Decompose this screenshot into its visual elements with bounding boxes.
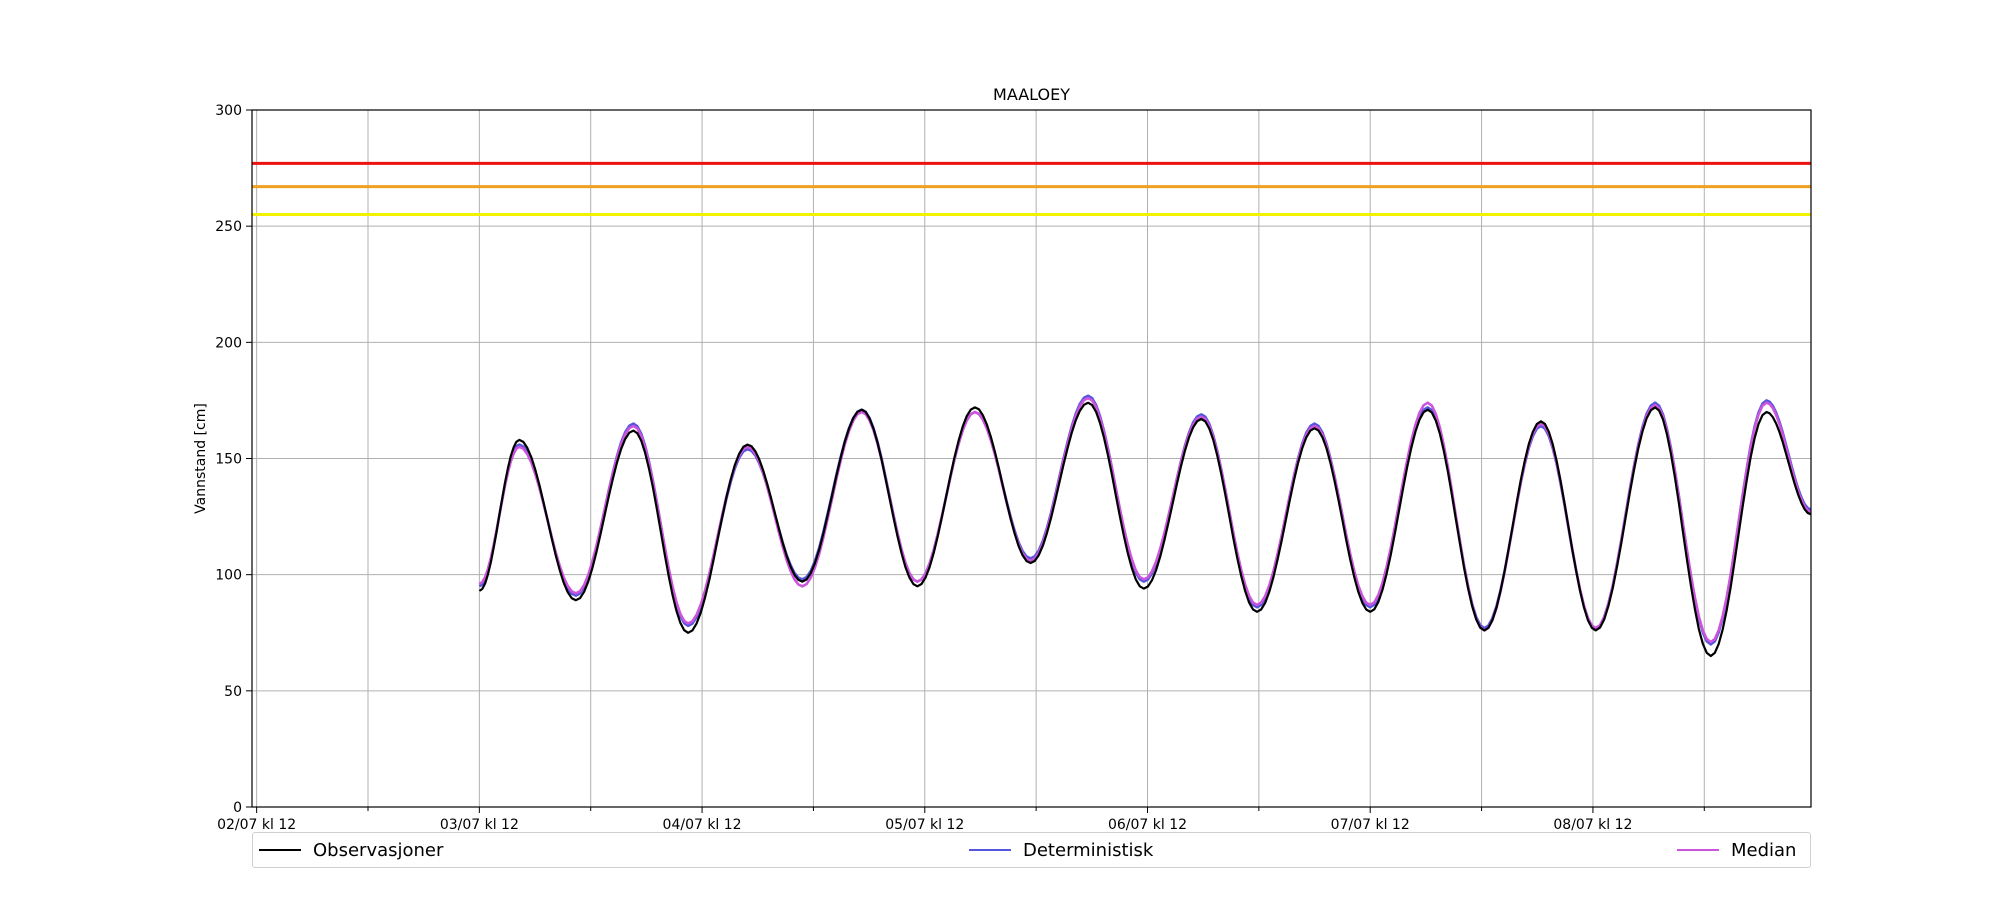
y-tick-label: 0 [233, 800, 242, 816]
grid-layer [252, 109, 1811, 808]
axis-layer: 0 50 100 150 200 250 300 02/07 kl 12 03/07 kl 12… [215, 103, 1705, 833]
x-tick-label: 07/07 kl 12 [1331, 817, 1410, 833]
y-tick-label: 50 [224, 684, 242, 700]
x-tick-label: 05/07 kl 12 [885, 817, 964, 833]
legend-swatch-median [1677, 849, 1719, 851]
y-tick-label: 100 [215, 568, 242, 584]
x-tick-label: 04/07 kl 12 [663, 817, 742, 833]
threshold-layer [252, 161, 1811, 217]
x-tick-label: 03/07 kl 12 [440, 817, 519, 833]
y-tick-label: 250 [215, 219, 242, 235]
legend-label-median: Median [1731, 839, 1797, 861]
legend-swatch-deterministisk [969, 849, 1011, 851]
legend-item-observasjoner: Observasjoner [259, 833, 443, 867]
series-line-median [478, 396, 1812, 644]
y-axis-label: Vannstand [cm] [193, 403, 209, 514]
x-tick-label: 08/07 kl 12 [1553, 817, 1632, 833]
x-tick-label: 06/07 kl 12 [1108, 817, 1187, 833]
legend-label-observasjoner: Observasjoner [313, 839, 444, 861]
legend: Observasjoner Deterministisk Median [252, 832, 1811, 868]
chart-title: MAALOEY [993, 85, 1070, 104]
legend-item-deterministisk: Deterministisk [969, 833, 1153, 867]
series-layer [478, 394, 1812, 658]
x-tick-label: 02/07 kl 12 [217, 817, 296, 833]
y-tick-label: 200 [215, 335, 242, 351]
legend-item-median: Median [1677, 833, 1796, 867]
y-tick-label: 150 [215, 452, 242, 468]
legend-swatch-observasjoner [259, 849, 301, 851]
series-line-observasjoner [478, 401, 1812, 658]
legend-label-deterministisk: Deterministisk [1023, 839, 1154, 861]
y-tick-label: 300 [215, 103, 242, 119]
